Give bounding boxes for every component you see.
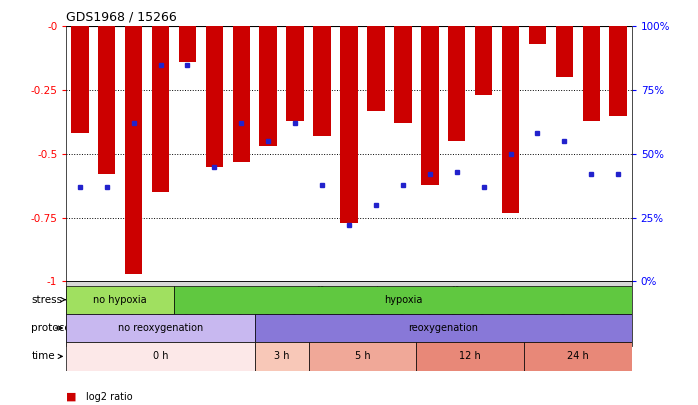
Text: reoxygenation: reoxygenation <box>408 323 478 333</box>
Text: 3 h: 3 h <box>274 352 290 361</box>
Text: 24 h: 24 h <box>567 352 588 361</box>
Text: ■: ■ <box>66 392 77 402</box>
Bar <box>260 26 277 146</box>
Text: 5 h: 5 h <box>355 352 370 361</box>
Bar <box>179 26 196 62</box>
Bar <box>394 26 412 123</box>
Text: log2 ratio: log2 ratio <box>86 392 133 402</box>
Text: GDS1968 / 15266: GDS1968 / 15266 <box>66 10 177 23</box>
Bar <box>367 26 385 111</box>
Bar <box>528 26 547 44</box>
Bar <box>151 26 170 192</box>
Text: stress: stress <box>31 295 66 305</box>
FancyBboxPatch shape <box>309 342 416 371</box>
Bar <box>71 26 89 134</box>
Text: no hypoxia: no hypoxia <box>94 295 147 305</box>
Bar <box>609 26 627 116</box>
Text: no reoxygenation: no reoxygenation <box>118 323 203 333</box>
FancyBboxPatch shape <box>255 342 309 371</box>
Bar <box>286 26 304 121</box>
FancyBboxPatch shape <box>255 314 632 342</box>
Bar <box>556 26 573 77</box>
Bar <box>313 26 331 136</box>
FancyBboxPatch shape <box>66 286 174 314</box>
FancyBboxPatch shape <box>524 342 632 371</box>
Bar <box>232 26 250 162</box>
Bar <box>421 26 438 185</box>
Bar <box>340 26 358 223</box>
Bar <box>583 26 600 121</box>
Text: hypoxia: hypoxia <box>384 295 422 305</box>
FancyBboxPatch shape <box>66 314 255 342</box>
Bar <box>475 26 492 95</box>
Text: time: time <box>31 352 62 361</box>
Text: 12 h: 12 h <box>459 352 481 361</box>
Bar <box>448 26 466 141</box>
Text: protocol: protocol <box>31 323 74 333</box>
Bar <box>206 26 223 167</box>
Text: 0 h: 0 h <box>153 352 168 361</box>
FancyBboxPatch shape <box>66 342 255 371</box>
FancyBboxPatch shape <box>416 342 524 371</box>
Bar <box>98 26 115 174</box>
Bar <box>125 26 142 274</box>
FancyBboxPatch shape <box>174 286 632 314</box>
Bar <box>502 26 519 213</box>
